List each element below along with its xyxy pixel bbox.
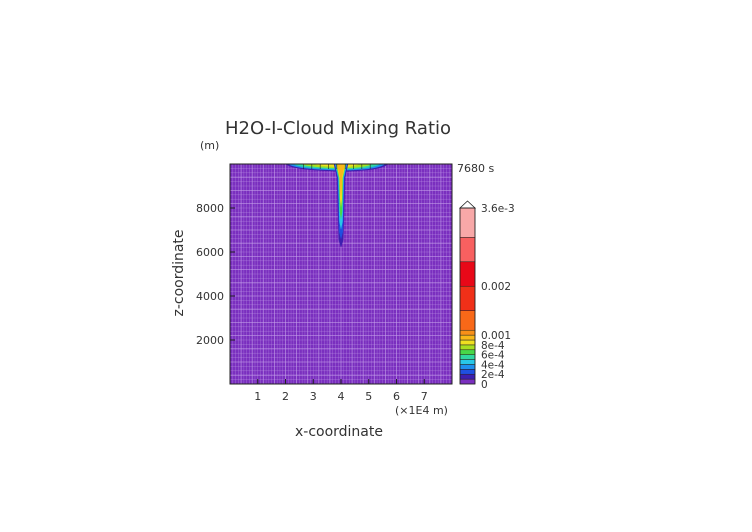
colorbar-swatch (459, 334, 476, 341)
colorbar-frame (459, 207, 476, 385)
x-tick-label: 2 (282, 390, 289, 403)
time-label: 7680 s (457, 162, 494, 175)
colorbar-swatch (459, 354, 476, 360)
field-grid (230, 164, 452, 384)
y-tick-label: 4000 (196, 290, 224, 303)
y-unit-label: (m) (200, 139, 219, 152)
plot-area (230, 164, 452, 384)
colorbar-tick-label: 3.6e-3 (481, 203, 515, 215)
x-tick-label: 1 (254, 390, 261, 403)
cloud-features (285, 164, 389, 248)
colorbar-swatch (459, 378, 476, 385)
x-axis: 1 2 3 4 5 6 7 (254, 379, 428, 403)
y-tick-label: 6000 (196, 246, 224, 259)
colorbar-swatch (459, 207, 476, 238)
x-tick-label: 7 (421, 390, 428, 403)
colorbar-ticks: 02e-44e-46e-48e-40.001 0.002 3.6e-3 (481, 203, 515, 391)
colorbar-swatch (459, 349, 476, 355)
x-tick-label: 6 (393, 390, 400, 403)
x-tick-label: 3 (310, 390, 317, 403)
x-tick-label: 5 (365, 390, 372, 403)
colorbar-tick-label: 8e-4 (481, 340, 505, 352)
colorbar-swatch (459, 339, 476, 346)
colorbar-tick-label: 0 (481, 379, 488, 391)
x-axis-label: x-coordinate (295, 424, 383, 440)
colorbar-swatch (459, 237, 476, 263)
y-axis-label: z-coordinate (171, 229, 187, 316)
colorbar-extend-arrow (458, 200, 477, 209)
colorbar-tick-label: 2e-4 (481, 369, 505, 381)
colorbar-swatch (459, 364, 476, 370)
x-unit-label: (×1E4 m) (395, 404, 448, 417)
colorbar-tick-label: 6e-4 (481, 350, 505, 362)
colorbar-swatch (459, 344, 476, 351)
colorbar-swatch (459, 359, 476, 365)
chart-title: H2O-I-Cloud Mixing Ratio (225, 118, 451, 139)
colorbar-swatch (459, 261, 476, 287)
colorbar-tick-label: 4e-4 (481, 359, 505, 371)
colorbar-swatch (459, 329, 476, 336)
colorbar-swatch (459, 369, 476, 375)
colorbar-swatch (459, 285, 476, 311)
colorbar-swatch (459, 310, 476, 331)
y-tick-label: 2000 (196, 334, 224, 347)
y-tick-label: 8000 (196, 202, 224, 215)
y-axis: 2000 4000 6000 8000 (196, 202, 235, 347)
colorbar (458, 200, 477, 385)
colorbar-swatch (459, 373, 476, 380)
colorbar-tick-label: 0.001 (481, 330, 511, 342)
x-tick-label: 4 (338, 390, 345, 403)
colorbar-tick-label: 0.002 (481, 281, 511, 293)
column-layer (337, 164, 345, 198)
